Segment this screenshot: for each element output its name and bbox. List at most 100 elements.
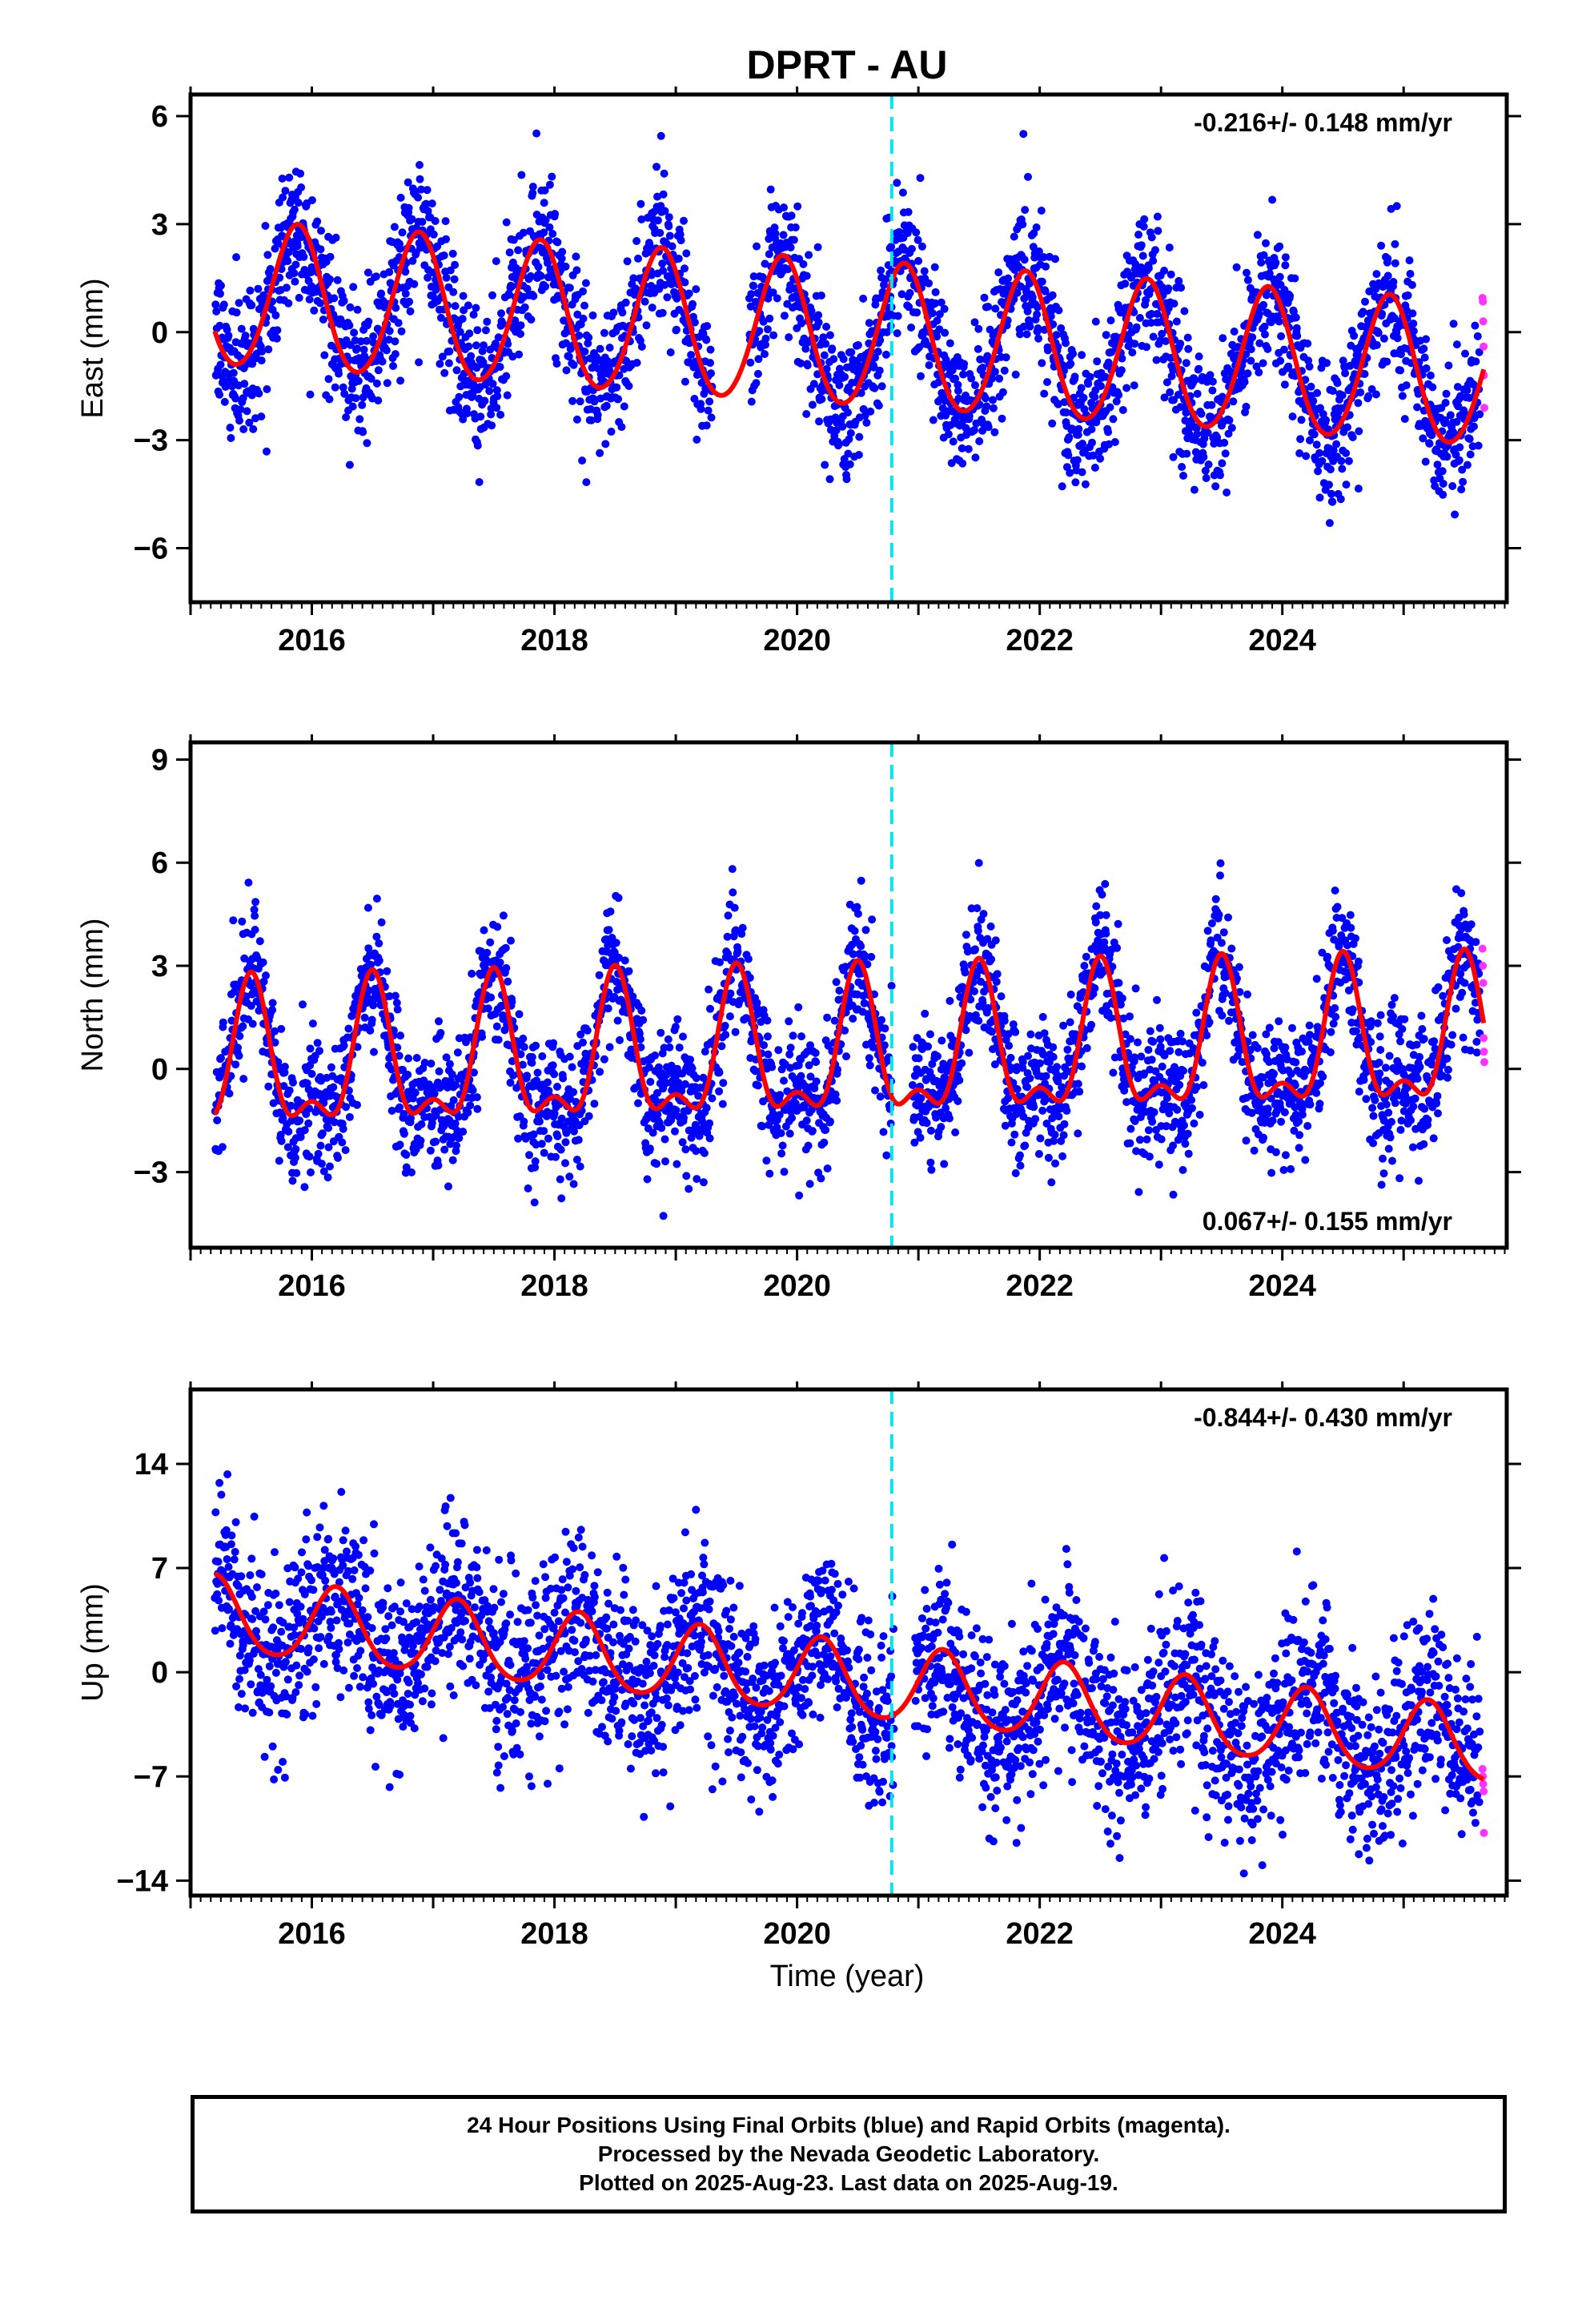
final-orbit-point [1328, 387, 1337, 396]
final-orbit-point [1276, 356, 1285, 365]
final-orbit-point [1140, 215, 1149, 223]
final-orbit-point [579, 287, 587, 296]
final-orbit-point [1425, 440, 1434, 448]
final-orbit-point [448, 1070, 456, 1079]
final-orbit-point [666, 348, 675, 356]
final-orbit-point [440, 251, 448, 259]
final-orbit-point [427, 1059, 436, 1068]
final-orbit-point [405, 297, 414, 306]
final-orbit-point [572, 252, 580, 261]
final-orbit-point [907, 244, 916, 253]
final-orbit-point [514, 246, 523, 255]
final-orbit-point [733, 947, 742, 955]
final-orbit-point [982, 402, 991, 411]
final-orbit-point [416, 175, 424, 183]
final-orbit-point [423, 186, 432, 195]
final-orbit-point [1040, 1029, 1049, 1038]
final-orbit-point [617, 423, 626, 432]
final-orbit-point [761, 350, 769, 359]
final-orbit-point [786, 1043, 795, 1052]
final-orbit-point [472, 341, 480, 350]
final-orbit-point [572, 415, 581, 424]
final-orbit-point [715, 1068, 724, 1077]
final-orbit-point [271, 1038, 279, 1047]
final-orbit-point [632, 237, 641, 245]
final-orbit-point [435, 1017, 443, 1026]
final-orbit-point [934, 378, 943, 387]
final-orbit-point [958, 1059, 966, 1068]
final-orbit-point [271, 311, 280, 320]
rapid-orbit-point [1479, 297, 1488, 306]
final-orbit-point [605, 1043, 614, 1051]
final-orbit-point [1364, 392, 1373, 400]
final-orbit-point [272, 334, 281, 343]
final-orbit-point [277, 1024, 286, 1033]
final-orbit-point [803, 361, 812, 370]
final-orbit-point [614, 395, 623, 404]
final-orbit-point [319, 1167, 328, 1176]
final-orbit-point [268, 1006, 277, 1015]
final-orbit-point [763, 1016, 772, 1025]
final-orbit-point [838, 422, 847, 431]
final-orbit-point [492, 404, 501, 412]
final-orbit-point [293, 242, 302, 251]
final-orbit-point [520, 1043, 528, 1051]
final-orbit-point [280, 1068, 289, 1077]
final-orbit-point [645, 1144, 654, 1153]
final-orbit-point [502, 963, 511, 972]
final-orbit-point [1281, 253, 1290, 262]
final-orbit-point [819, 333, 828, 342]
final-orbit-point [1406, 270, 1415, 278]
final-orbit-point [393, 1005, 402, 1014]
final-orbit-point [1011, 1169, 1020, 1177]
final-orbit-point [994, 268, 1003, 277]
final-orbit-point [1402, 381, 1411, 390]
final-orbit-point [1262, 291, 1271, 300]
final-orbit-point [436, 313, 445, 322]
final-orbit-point [859, 294, 868, 303]
final-orbit-point [676, 230, 685, 239]
final-orbit-point [682, 1172, 691, 1180]
final-orbit-point [544, 259, 552, 267]
final-orbit-point [1232, 263, 1241, 271]
final-orbit-point [396, 376, 405, 385]
final-orbit-point [1154, 318, 1163, 327]
final-orbit-point [1034, 1150, 1043, 1158]
final-orbit-point [453, 1048, 462, 1057]
final-orbit-point [854, 451, 863, 459]
final-orbit-point [1318, 456, 1327, 465]
final-orbit-point [1443, 452, 1452, 461]
final-orbit-point [540, 1127, 548, 1136]
final-orbit-point [1153, 212, 1162, 221]
final-orbit-point [1442, 389, 1451, 398]
final-orbit-point [791, 223, 800, 231]
final-orbit-point [656, 131, 665, 140]
final-orbit-point [1314, 467, 1323, 476]
final-orbit-point [763, 1032, 772, 1041]
final-orbit-point [623, 257, 632, 266]
final-orbit-point [1333, 379, 1342, 388]
final-orbit-point [442, 273, 451, 282]
final-orbit-point [540, 199, 548, 207]
final-orbit-point [1023, 307, 1032, 316]
final-orbit-point [1271, 259, 1280, 267]
final-orbit-point [516, 321, 525, 330]
final-orbit-point [988, 374, 996, 383]
final-orbit-point [660, 169, 669, 178]
final-orbit-point [1343, 423, 1351, 432]
final-orbit-point [549, 1039, 558, 1047]
final-orbit-point [1383, 271, 1392, 280]
final-orbit-point [871, 1086, 879, 1095]
final-orbit-point [432, 1137, 440, 1146]
final-orbit-point [1202, 474, 1211, 482]
final-orbit-point [634, 1099, 642, 1108]
final-orbit-point [224, 332, 233, 340]
final-orbit-point [1383, 254, 1392, 263]
final-orbit-point [1016, 1161, 1025, 1170]
final-orbit-point [844, 449, 853, 458]
final-orbit-point [353, 344, 361, 353]
final-orbit-point [448, 249, 457, 258]
final-orbit-point [216, 360, 225, 369]
final-orbit-point [1160, 393, 1169, 402]
final-orbit-point [583, 1026, 592, 1035]
